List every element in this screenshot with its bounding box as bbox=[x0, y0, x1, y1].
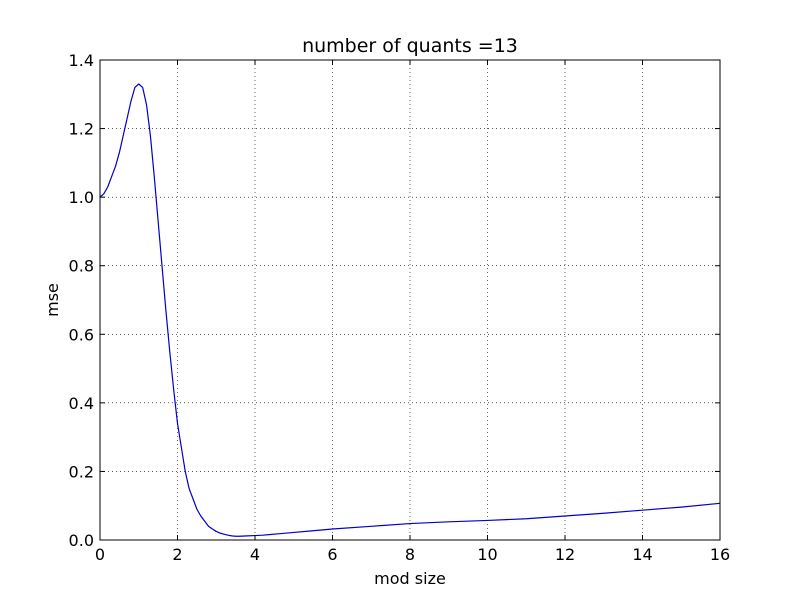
x-tick-label: 12 bbox=[555, 545, 575, 564]
y-tick-label: 1.4 bbox=[69, 51, 94, 70]
x-tick-label: 4 bbox=[250, 545, 260, 564]
series-layer bbox=[99, 83, 721, 537]
x-tick-label: 2 bbox=[172, 545, 182, 564]
axis-ticks bbox=[99, 59, 721, 541]
x-axis-label: mod size bbox=[374, 569, 446, 588]
x-tick-label: 14 bbox=[632, 545, 652, 564]
y-axis-label: mse bbox=[43, 283, 62, 317]
y-tick-label: 0.6 bbox=[69, 325, 94, 344]
x-tick-label: 10 bbox=[477, 545, 497, 564]
y-tick-label: 0.4 bbox=[69, 394, 94, 413]
x-tick-label: 8 bbox=[405, 545, 415, 564]
x-tick-label: 6 bbox=[327, 545, 337, 564]
chart-title: number of quants =13 bbox=[302, 35, 518, 57]
y-tick-label: 1.0 bbox=[69, 188, 94, 207]
y-tick-label: 0.0 bbox=[69, 531, 94, 550]
series-line bbox=[99, 83, 721, 537]
x-tick-labels: 0 2 4 6 8 10 12 14 16 bbox=[95, 545, 730, 564]
x-tick-label: 0 bbox=[95, 545, 105, 564]
y-tick-label: 1.2 bbox=[69, 120, 94, 139]
y-tick-label: 0.8 bbox=[69, 257, 94, 276]
y-tick-labels: 0.0 0.2 0.4 0.6 0.8 1.0 1.2 1.4 bbox=[69, 51, 94, 550]
y-tick-label: 0.2 bbox=[69, 462, 94, 481]
x-tick-label: 16 bbox=[710, 545, 730, 564]
